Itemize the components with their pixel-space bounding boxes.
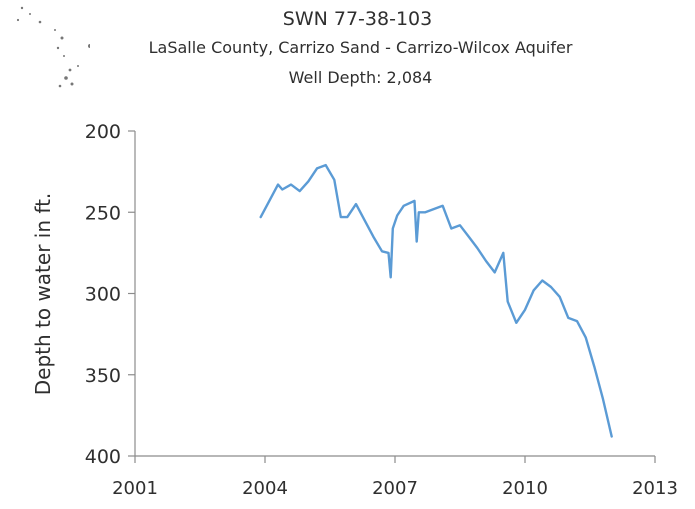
well-depth-label: Well Depth: 2,084 bbox=[288, 68, 433, 87]
x-tick-label: 2001 bbox=[112, 478, 158, 499]
y-tick-label: 350 bbox=[85, 365, 121, 387]
x-tick-label: 2010 bbox=[502, 478, 548, 499]
x-tick-label: 2013 bbox=[632, 478, 678, 499]
y-axis-label: Depth to water in ft. bbox=[31, 193, 55, 396]
y-tick-labels: 200 250 300 350 400 bbox=[85, 121, 121, 468]
x-tick-label: 2004 bbox=[242, 478, 288, 499]
y-tick-label: 300 bbox=[85, 284, 121, 306]
y-tick-label: 400 bbox=[85, 446, 121, 468]
y-tick-label: 250 bbox=[85, 202, 121, 224]
chart-title: SWN 77-38-103 bbox=[282, 8, 433, 30]
chart-subtitle: LaSalle County, Carrizo Sand - Carrizo-W… bbox=[148, 38, 573, 57]
x-tick-label: 2007 bbox=[372, 478, 418, 499]
chart-axes bbox=[128, 130, 656, 463]
x-tick-labels: 2001 2004 2007 2010 2013 bbox=[112, 478, 678, 499]
series-line bbox=[259, 163, 613, 438]
y-tick-label: 200 bbox=[85, 121, 121, 143]
series-layer bbox=[259, 163, 613, 438]
